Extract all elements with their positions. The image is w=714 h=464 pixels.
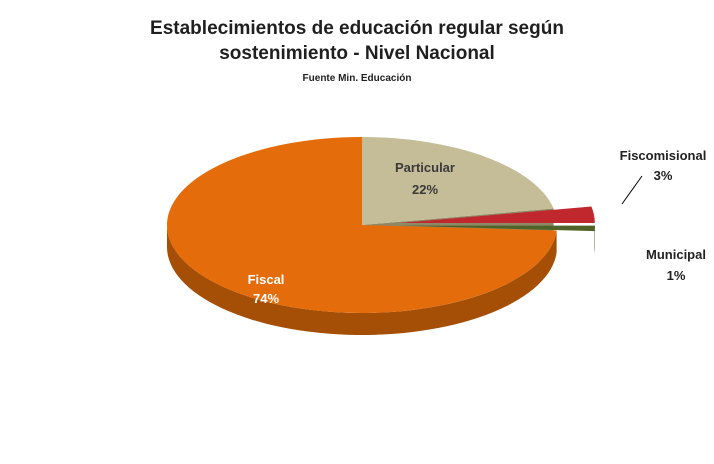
slice-label-particular-name: Particular (395, 160, 455, 175)
pie-slice-municipal (399, 225, 595, 232)
slice-label-fiscomisional-name: Fiscomisional (620, 148, 707, 163)
slice-label-particular-value: 22% (412, 182, 438, 197)
pie-slice-side-fiscal (167, 225, 557, 336)
chart-title-line-1: Establecimientos de educación regular se… (150, 18, 564, 39)
slice-label-municipal-value: 1% (667, 268, 686, 283)
pie-slice-particular (362, 137, 554, 225)
chart-subtitle: Fuente Min. Educación (302, 73, 412, 84)
slice-label-municipal-name: Municipal (646, 247, 706, 262)
slice-label-fiscal-name: Fiscal (248, 272, 285, 287)
leader-line-fiscomisional (621, 175, 643, 205)
pie-slice-fiscal (167, 137, 557, 313)
pie-slice-fiscomisional (399, 206, 595, 224)
slice-label-fiscomisional-value: 3% (654, 168, 673, 183)
chart-title-line-2: sostenimiento - Nivel Nacional (219, 43, 495, 64)
slice-label-fiscal-value: 74% (253, 291, 279, 306)
